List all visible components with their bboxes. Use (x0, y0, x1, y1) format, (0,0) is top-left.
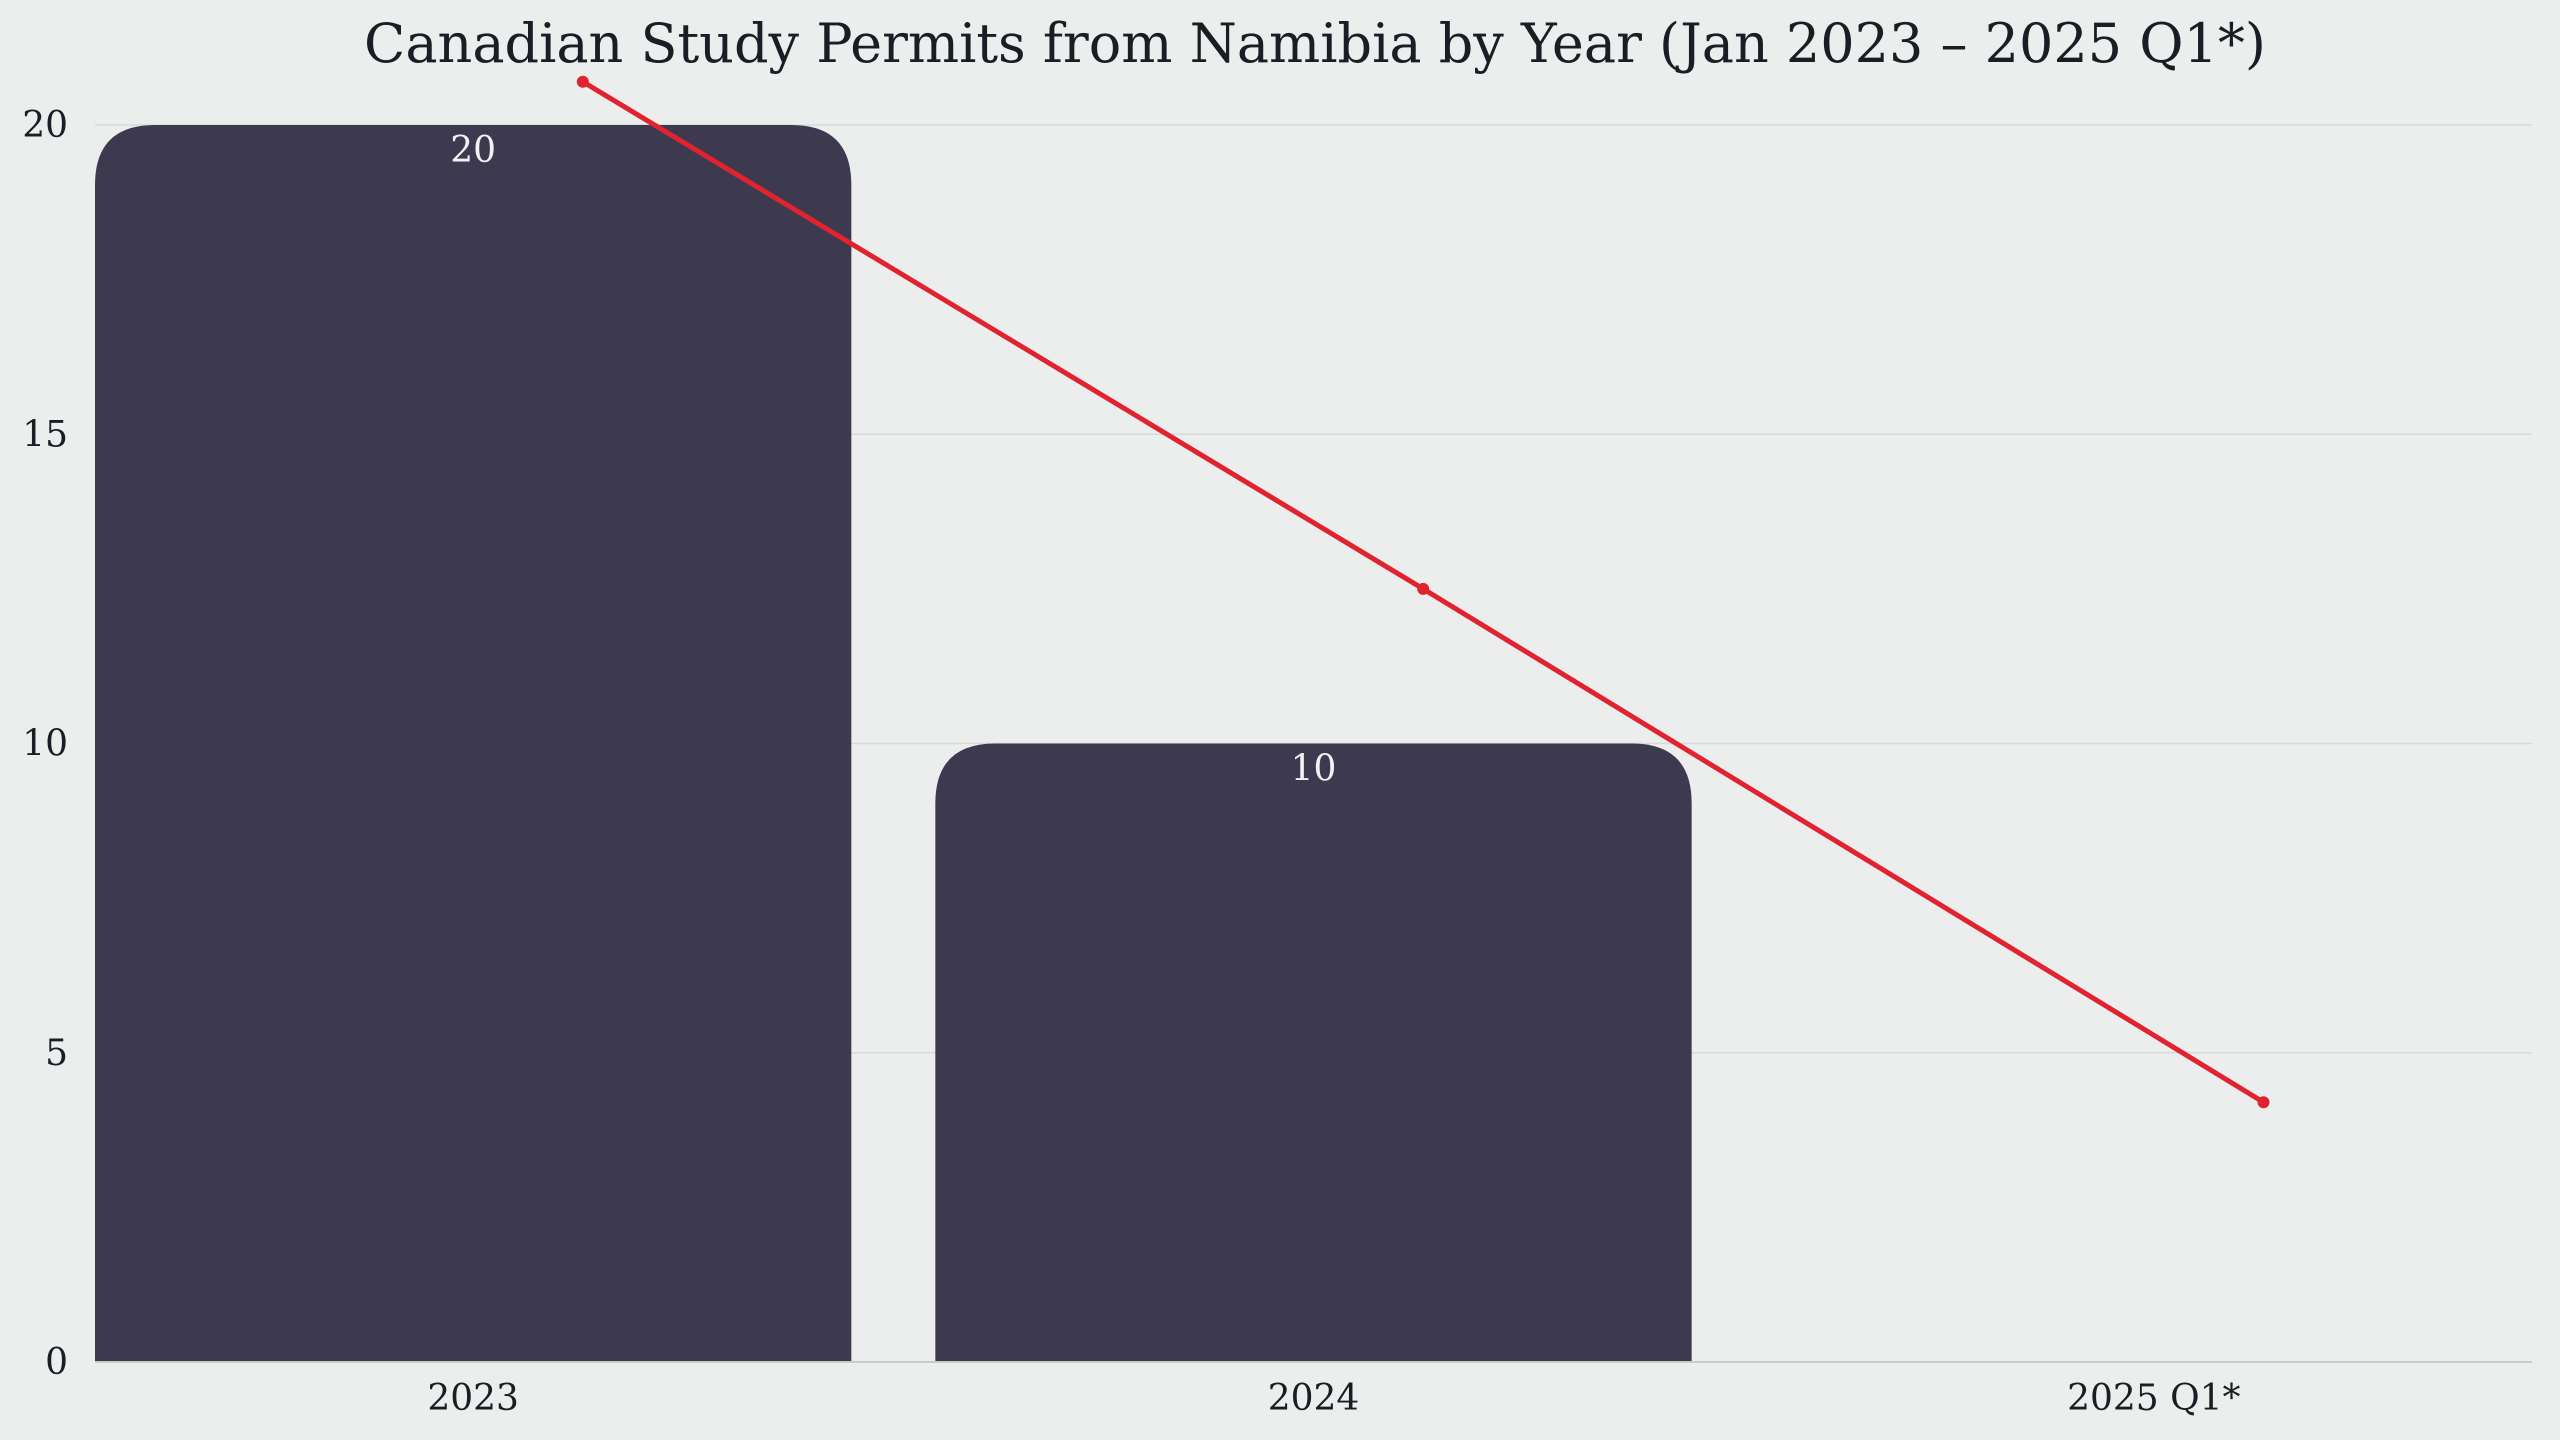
y-tick-label: 5 (45, 1033, 68, 1074)
chart-title: Canadian Study Permits from Namibia by Y… (364, 12, 2266, 75)
bar-2024 (935, 743, 1692, 1362)
bar-value-label: 20 (450, 130, 496, 171)
y-tick-label: 0 (45, 1342, 68, 1383)
y-tick-label: 15 (22, 414, 68, 455)
trend-line-layer (576, 75, 2270, 1109)
bar-2023 (95, 125, 852, 1362)
x-tick-label: 2023 (427, 1378, 519, 1419)
y-tick-label: 10 (22, 724, 68, 765)
x-tick-label: 2024 (1268, 1378, 1360, 1419)
trend-point (1417, 582, 1430, 595)
y-tick-label: 20 (22, 105, 68, 146)
trend-point (576, 75, 589, 88)
x-tick-label: 2025 Q1* (2067, 1378, 2240, 1419)
trend-point (2257, 1096, 2270, 1109)
axes: 0 5 10 15 20 2023 2024 2025 Q1* (22, 105, 2532, 1419)
bar-value-label: 10 (1291, 749, 1337, 790)
